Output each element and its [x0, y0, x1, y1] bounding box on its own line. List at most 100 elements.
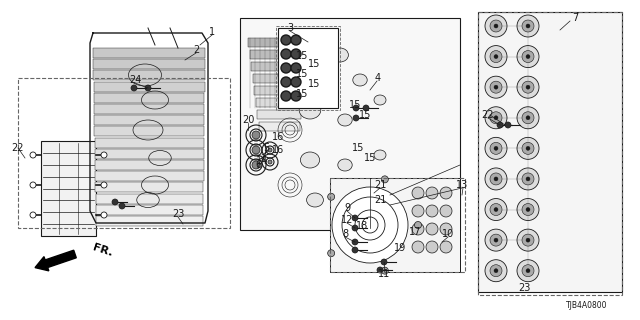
Circle shape [494, 238, 498, 242]
Text: 13: 13 [456, 180, 468, 190]
Text: 21: 21 [374, 180, 386, 190]
Bar [95, 171, 204, 181]
Circle shape [426, 241, 438, 253]
Circle shape [494, 146, 498, 150]
Text: 15: 15 [308, 79, 320, 89]
Circle shape [490, 173, 502, 185]
Text: 4: 4 [375, 73, 381, 83]
Ellipse shape [300, 101, 321, 119]
Circle shape [522, 173, 534, 185]
Text: 9: 9 [344, 203, 350, 213]
Text: 15: 15 [296, 69, 308, 79]
Circle shape [522, 204, 534, 216]
Bar [95, 138, 204, 148]
Bar [251, 62, 307, 71]
Circle shape [522, 142, 534, 154]
Ellipse shape [307, 193, 323, 207]
Circle shape [352, 247, 358, 253]
Text: 20: 20 [242, 115, 254, 125]
Circle shape [145, 85, 151, 91]
Circle shape [381, 176, 388, 183]
Bar [330, 178, 465, 272]
Circle shape [440, 205, 452, 217]
Circle shape [494, 208, 498, 212]
Circle shape [490, 142, 502, 154]
Circle shape [517, 76, 539, 98]
Bar [330, 178, 460, 272]
Circle shape [281, 35, 291, 45]
Circle shape [440, 241, 452, 253]
Bar [41, 141, 96, 236]
Text: 12: 12 [341, 215, 353, 225]
Circle shape [494, 269, 498, 273]
Ellipse shape [338, 159, 352, 171]
Circle shape [281, 49, 291, 59]
Circle shape [426, 187, 438, 199]
Ellipse shape [300, 152, 319, 168]
Bar [93, 82, 205, 92]
Text: 15: 15 [296, 51, 308, 61]
Text: 8: 8 [342, 229, 348, 239]
Circle shape [485, 137, 507, 159]
Circle shape [363, 105, 369, 111]
Bar [96, 216, 203, 226]
Circle shape [494, 177, 498, 181]
Bar [478, 12, 622, 295]
Circle shape [494, 116, 498, 120]
Circle shape [517, 107, 539, 129]
Text: 21: 21 [374, 195, 386, 205]
Text: 6: 6 [255, 160, 261, 170]
Bar [253, 74, 305, 83]
Circle shape [526, 238, 530, 242]
Text: 10: 10 [442, 229, 454, 239]
Circle shape [268, 160, 272, 164]
Bar [95, 149, 204, 159]
Circle shape [291, 49, 301, 59]
Circle shape [426, 205, 438, 217]
Circle shape [412, 223, 424, 235]
Ellipse shape [374, 150, 386, 160]
Circle shape [440, 187, 452, 199]
Text: 15: 15 [359, 110, 371, 120]
Bar [96, 205, 203, 215]
Text: 2: 2 [193, 45, 199, 55]
Bar [93, 59, 205, 69]
Text: 17: 17 [409, 227, 421, 237]
Circle shape [526, 146, 530, 150]
Text: 22: 22 [482, 110, 494, 120]
Circle shape [485, 15, 507, 37]
Circle shape [522, 265, 534, 277]
Text: 7: 7 [572, 13, 578, 23]
Circle shape [101, 152, 107, 158]
Circle shape [252, 161, 260, 169]
Text: 15: 15 [308, 59, 320, 69]
Circle shape [412, 205, 424, 217]
Bar [94, 93, 204, 103]
Circle shape [526, 55, 530, 59]
Ellipse shape [344, 205, 356, 215]
Bar [276, 26, 340, 110]
Circle shape [352, 239, 358, 245]
Circle shape [381, 259, 387, 265]
Circle shape [517, 198, 539, 220]
Circle shape [355, 210, 385, 240]
Circle shape [291, 91, 301, 101]
Circle shape [522, 112, 534, 124]
Text: 11: 11 [378, 269, 390, 279]
Circle shape [252, 146, 260, 154]
Bar [257, 110, 301, 119]
Circle shape [352, 225, 358, 231]
Text: 15: 15 [352, 143, 364, 153]
Circle shape [497, 122, 503, 128]
Bar [93, 70, 205, 80]
Text: 1: 1 [209, 27, 215, 37]
Circle shape [494, 24, 498, 28]
Text: 15: 15 [364, 153, 376, 163]
Text: 14: 14 [256, 156, 268, 166]
Circle shape [526, 24, 530, 28]
Circle shape [112, 199, 118, 205]
Bar [93, 48, 205, 58]
Circle shape [353, 115, 359, 121]
Ellipse shape [293, 50, 317, 70]
Circle shape [252, 131, 260, 139]
